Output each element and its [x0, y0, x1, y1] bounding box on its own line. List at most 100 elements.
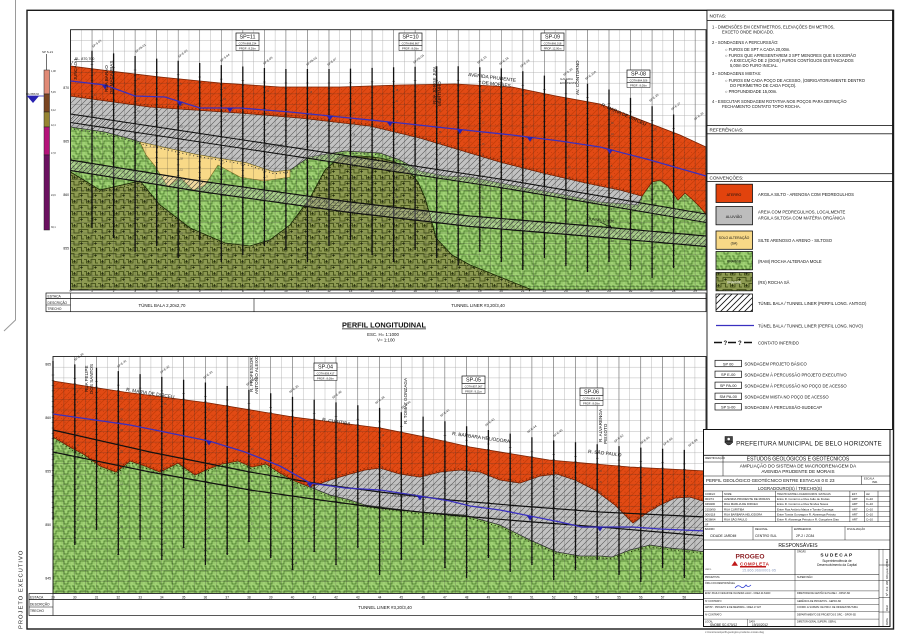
svg-text:7: 7 [686, 487, 688, 490]
svg-text:DE MACAUBAS: DE MACAUBAS [109, 61, 114, 94]
svg-text:25: 25 [251, 416, 254, 419]
svg-text:58: 58 [683, 596, 687, 600]
svg-text:30: 30 [556, 499, 559, 502]
svg-text:UF: UF [705, 524, 709, 527]
svg-text:11: 11 [94, 158, 97, 161]
svg-text:5,00m DO FURO INICIAL.: 5,00m DO FURO INICIAL. [730, 63, 778, 68]
svg-text:7: 7 [512, 460, 514, 463]
svg-text:5: 5 [556, 541, 558, 544]
svg-text:21: 21 [338, 428, 341, 431]
svg-text:21: 21 [611, 219, 614, 222]
svg-text:11: 11 [469, 527, 472, 530]
svg-text:5: 5 [469, 549, 471, 552]
svg-text:12: 12 [686, 476, 689, 479]
svg-text:RUA BARAO: RUA BARAO [104, 65, 109, 92]
svg-text:7: 7 [94, 105, 96, 108]
svg-text:51: 51 [530, 596, 534, 600]
svg-text:DATA: DATA [749, 621, 755, 624]
svg-text:18: 18 [94, 148, 97, 151]
svg-text:21: 21 [521, 289, 525, 293]
svg-text:30: 30 [73, 596, 77, 600]
svg-text:41: 41 [312, 596, 316, 600]
svg-text:5: 5 [309, 123, 311, 126]
svg-text:11: 11 [120, 547, 123, 550]
svg-text:IDENTIFICAÇÃO: IDENTIFICAÇÃO [705, 455, 725, 460]
svg-text:15: 15 [266, 111, 269, 114]
svg-text:18: 18 [456, 289, 460, 293]
svg-text:12: 12 [207, 494, 210, 497]
svg-text:11: 11 [223, 216, 226, 219]
svg-text:PROGEO: PROGEO [736, 554, 765, 561]
svg-text:11: 11 [439, 249, 442, 252]
svg-text:30: 30 [525, 115, 528, 118]
svg-text:NOME: NOME [724, 493, 732, 496]
svg-text:30: 30 [207, 537, 210, 540]
svg-text:30: 30 [266, 133, 269, 136]
svg-text:AREIA COM PEDREGULHOS, LOCA: AREIA COM PEDREGULHOS, LOCALMENTE [758, 210, 845, 215]
svg-text:7: 7 [556, 466, 558, 469]
svg-text:R. TOMAZ GONZAGA: R. TOMAZ GONZAGA [403, 377, 408, 424]
svg-text:9: 9 [94, 83, 96, 86]
svg-text:15: 15 [686, 497, 689, 500]
svg-text:21: 21 [338, 535, 341, 538]
svg-text:30: 30 [120, 526, 123, 529]
svg-text:7: 7 [180, 115, 182, 118]
svg-text:5: 5 [439, 163, 441, 166]
svg-text:5: 5 [525, 157, 527, 160]
svg-text:40: 40 [291, 596, 295, 600]
svg-text:C+10: C+10 [866, 502, 873, 506]
svg-text:15: 15 [556, 477, 559, 480]
svg-text:SP E-44: SP E-44 [526, 424, 537, 434]
svg-text:NA=858,60: NA=858,60 [26, 92, 40, 96]
svg-text:21: 21 [611, 112, 614, 115]
svg-text:30: 30 [482, 164, 485, 167]
svg-text:C+10: C+10 [866, 517, 873, 521]
svg-text:11: 11 [223, 109, 226, 112]
svg-text:18: 18 [439, 238, 442, 241]
svg-text:DOS SANTOS: DOS SANTOS [89, 364, 94, 394]
svg-text:COORD. E SUPERV. DE PROJ. DE I: COORD. E SUPERV. DE PROJ. DE INFRAESTRUT… [797, 606, 858, 609]
svg-text:C+10: C+10 [866, 497, 873, 501]
svg-text:11: 11 [599, 513, 602, 516]
svg-text:25: 25 [525, 254, 528, 257]
svg-text:25: 25 [164, 510, 167, 513]
svg-text:EXISTENTE: EXISTENTE [560, 81, 577, 85]
svg-text:RUA FELIPE: RUA FELIPE [84, 365, 89, 392]
svg-text:9: 9 [654, 150, 656, 153]
svg-text:Entre R. Alvarenga Peixoto e R: Entre R. Alvarenga Peixoto e R. Gonçalve… [777, 517, 839, 521]
svg-text:15: 15 [568, 252, 571, 255]
svg-text:TUNNEL LINER: TUNNEL LINER [588, 217, 615, 224]
svg-text:ANTONIO ALEIXO: ANTONIO ALEIXO [254, 355, 259, 394]
svg-text:25: 25 [654, 128, 657, 131]
svg-text:18: 18 [251, 501, 254, 504]
svg-text:12: 12 [180, 211, 183, 214]
svg-text:46: 46 [421, 596, 425, 600]
svg-text:25: 25 [295, 509, 298, 512]
svg-text:12: 12 [164, 542, 167, 545]
svg-text:9: 9 [207, 483, 209, 486]
svg-text:SP E-19: SP E-19 [519, 58, 530, 68]
svg-text:12: 12 [643, 474, 646, 477]
svg-text:7: 7 [77, 423, 79, 426]
svg-text:20: 20 [500, 289, 504, 293]
svg-text:IND.: IND. [872, 480, 878, 484]
svg-text:SP E-30: SP E-30 [73, 352, 84, 362]
svg-text:PROF.:12,00m: PROF.:12,00m [544, 46, 562, 50]
svg-text:9: 9 [482, 111, 484, 114]
svg-text:AVENIDA PRUDENTE DE MORAIS: AVENIDA PRUDENTE DE MORAIS [724, 497, 770, 501]
svg-text:CODIGO: CODIGO [705, 493, 715, 496]
svg-text:18: 18 [137, 217, 140, 220]
svg-text:10: 10 [284, 289, 288, 293]
svg-text:25: 25 [439, 153, 442, 156]
svg-text:SP S-00: SP S-00 [721, 405, 736, 410]
svg-text:25: 25 [512, 524, 515, 527]
svg-text:5: 5 [180, 190, 182, 193]
svg-text:18: 18 [611, 240, 614, 243]
svg-text:SP E-25: SP E-25 [648, 93, 659, 103]
svg-text:30: 30 [512, 492, 515, 495]
svg-text:ÓRGÃO: ÓRGÃO [797, 550, 806, 553]
svg-text:860: 860 [45, 416, 51, 420]
svg-text:21: 21 [120, 408, 123, 411]
svg-text:LOGRADOURO(S) / TRECHO(S): LOGRADOURO(S) / TRECHO(S) [758, 486, 823, 491]
svg-text:PROF.: 8,20m: PROF.: 8,20m [239, 46, 257, 50]
